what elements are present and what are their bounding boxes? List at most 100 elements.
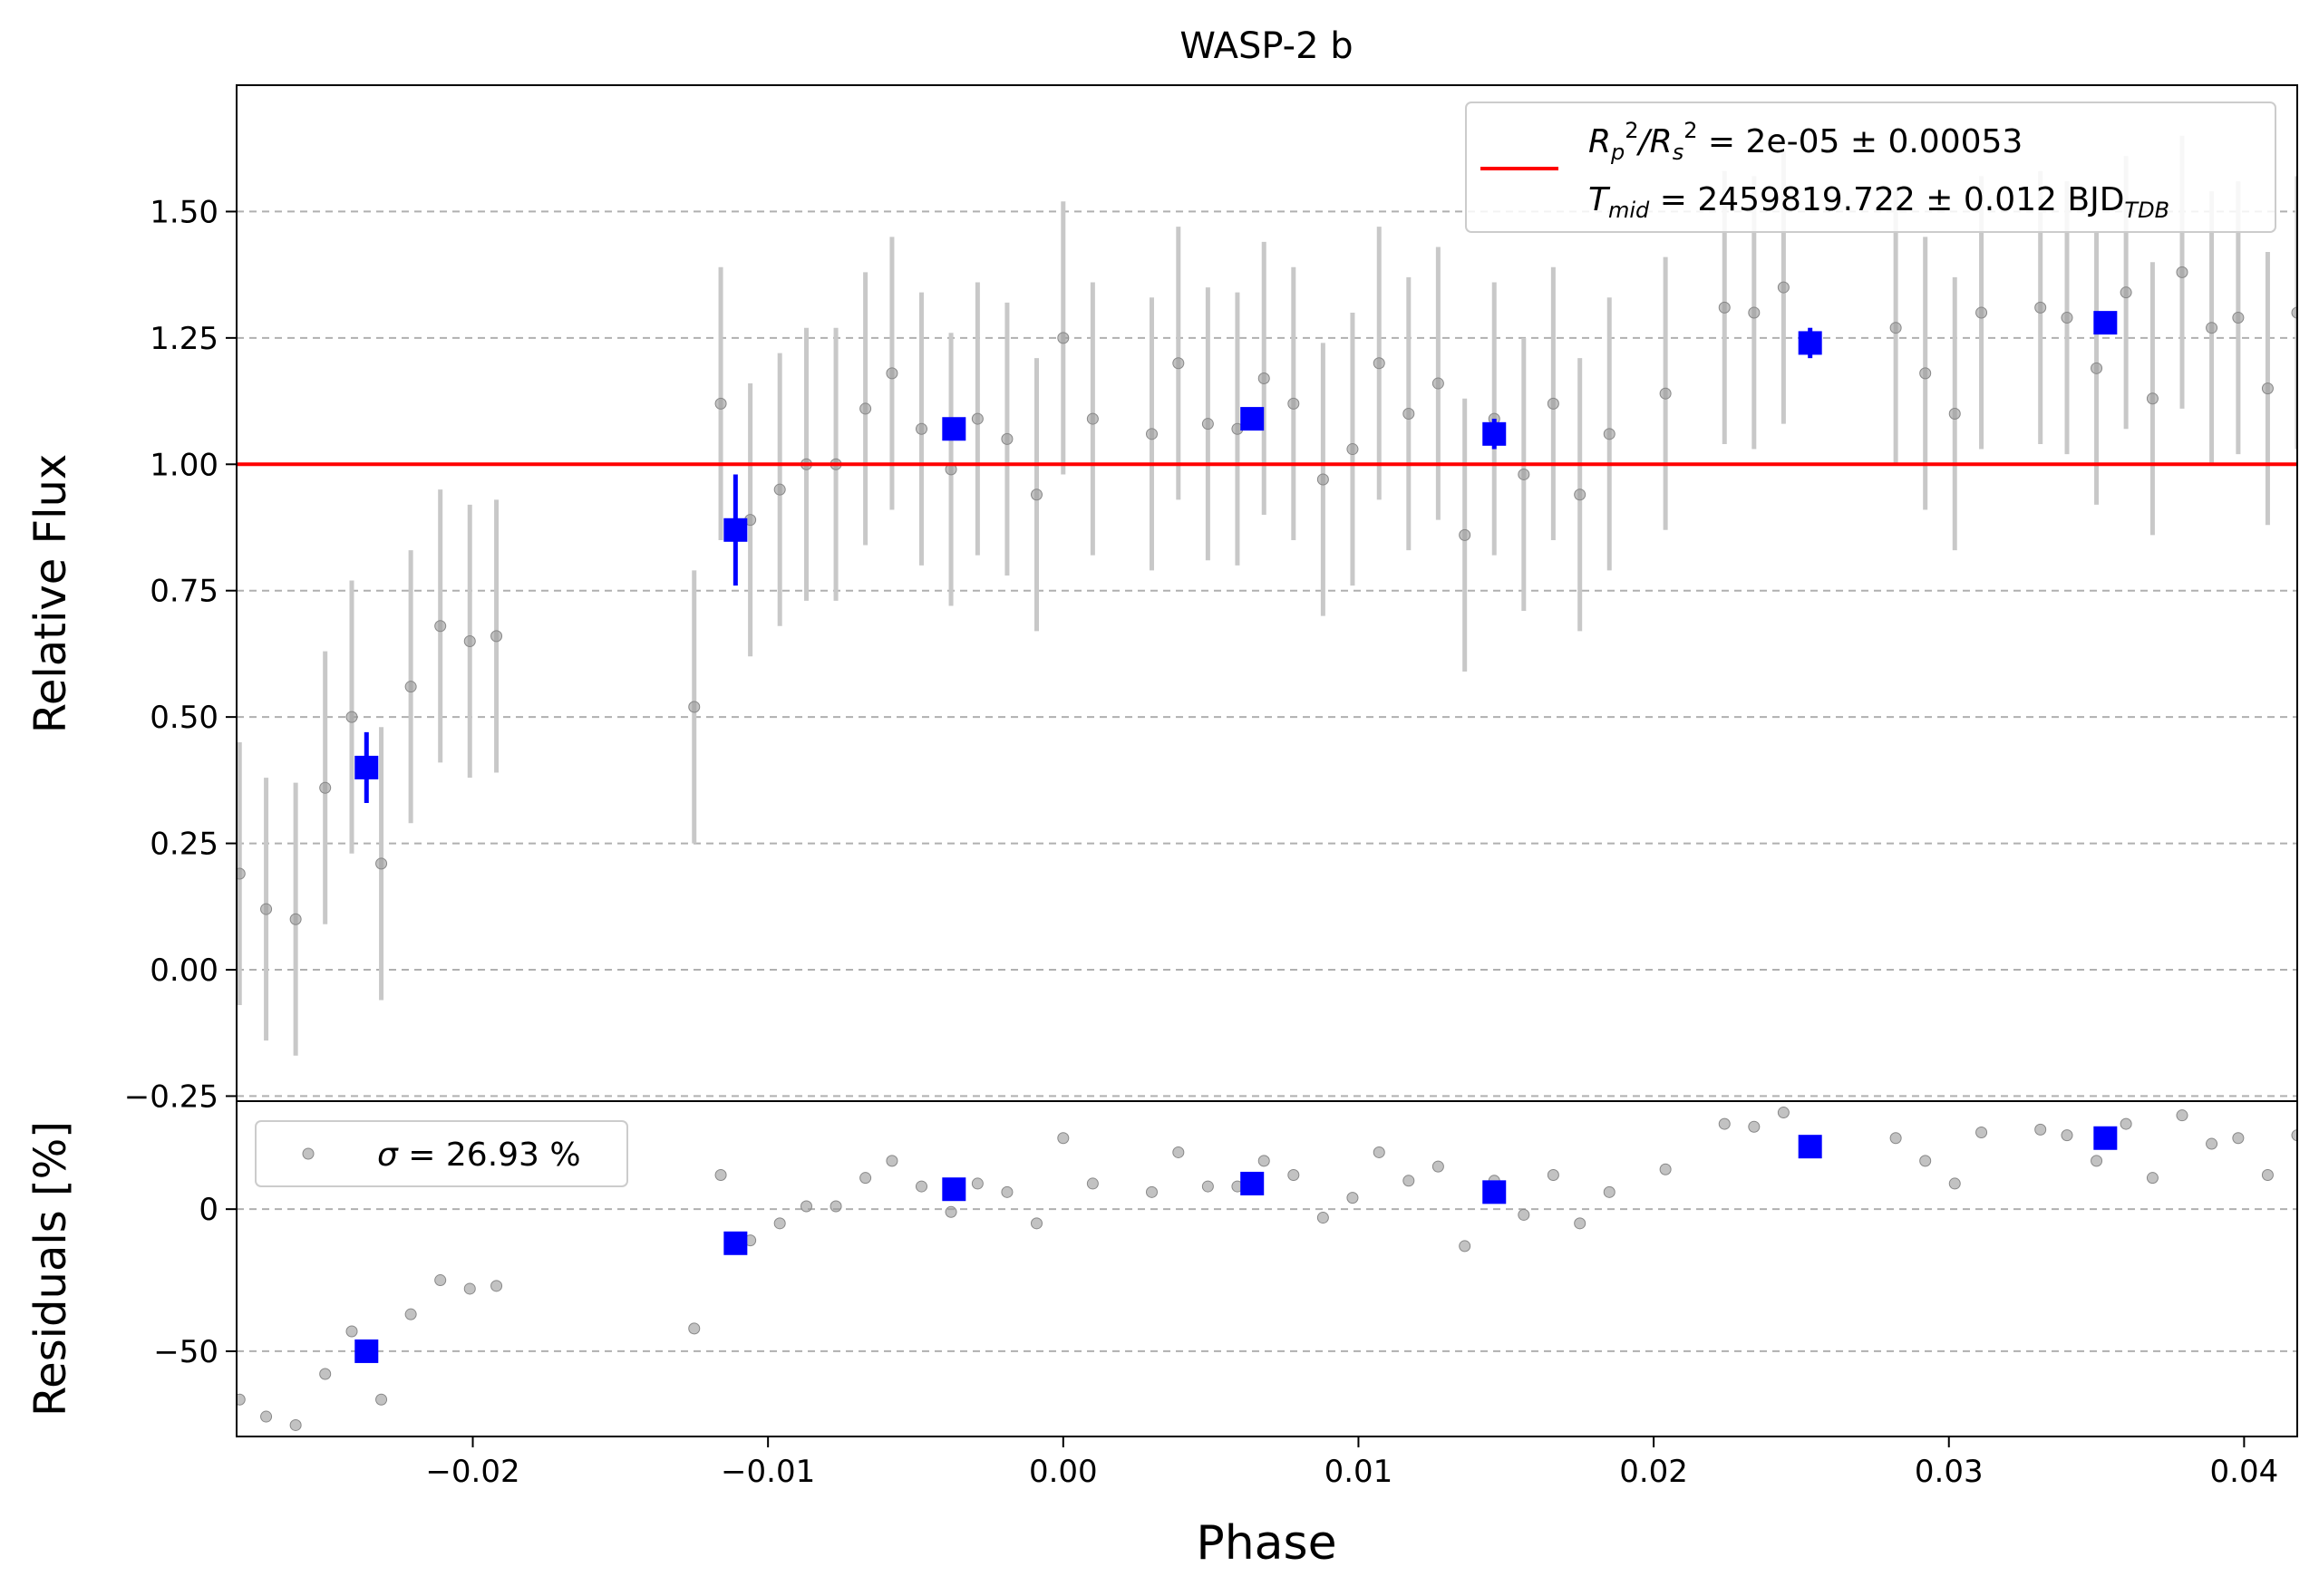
residuals-legend-marker bbox=[302, 1147, 315, 1160]
flux-legend-box bbox=[1465, 102, 2276, 233]
flux-data-point bbox=[886, 367, 898, 380]
flux-data-point bbox=[1316, 473, 1329, 486]
residual-point bbox=[375, 1393, 388, 1406]
flux-data-point bbox=[1373, 357, 1385, 370]
flux-data-point bbox=[375, 857, 388, 870]
flux-data-point bbox=[1001, 432, 1014, 445]
flux-data-point bbox=[1145, 428, 1158, 440]
x-tick-label: −0.01 bbox=[721, 1454, 815, 1490]
flux-data-point bbox=[1919, 367, 1932, 380]
residual-point bbox=[2206, 1137, 2218, 1150]
flux-data-point bbox=[1547, 397, 1559, 410]
flux-data-point bbox=[2091, 362, 2103, 374]
residual-point bbox=[1975, 1126, 1988, 1138]
residual-point bbox=[2034, 1123, 2047, 1136]
binned-flux-point bbox=[723, 517, 748, 542]
binned-flux-point bbox=[1240, 407, 1265, 431]
flux-data-point bbox=[237, 867, 246, 880]
residual-point bbox=[1547, 1169, 1559, 1182]
flux-data-point bbox=[463, 634, 476, 647]
flux-data-point bbox=[2206, 322, 2218, 334]
residual-point bbox=[1030, 1217, 1043, 1230]
residual-point bbox=[773, 1217, 786, 1230]
x-tick-label: 0.04 bbox=[2210, 1454, 2279, 1490]
residual-point bbox=[2091, 1155, 2103, 1167]
flux-data-point bbox=[688, 701, 701, 713]
residual-point bbox=[434, 1274, 447, 1287]
flux-data-point bbox=[319, 781, 332, 794]
residual-point bbox=[1001, 1185, 1014, 1198]
residual-point bbox=[1948, 1177, 1961, 1190]
residual-point bbox=[830, 1200, 842, 1213]
residual-point bbox=[404, 1308, 417, 1320]
x-tick-label: 0.01 bbox=[1324, 1454, 1393, 1490]
flux-data-point bbox=[404, 681, 417, 693]
flux-data-point bbox=[1948, 408, 1961, 421]
flux-data-point bbox=[1889, 322, 1902, 334]
residual-point bbox=[2291, 1129, 2297, 1142]
residual-point bbox=[1459, 1240, 1471, 1253]
residual-point bbox=[1145, 1185, 1158, 1198]
residual-point bbox=[714, 1169, 727, 1182]
flux-data-point bbox=[2146, 392, 2159, 405]
flux-panel: −0.25 0.00 0.25 0.50 0.75 1.00 1.25 1.50 Relati… bbox=[25, 84, 2298, 1115]
residual-point bbox=[2120, 1117, 2132, 1130]
binned-residual-point bbox=[354, 1339, 379, 1363]
binned-residual-point bbox=[1240, 1171, 1265, 1195]
flux-data-point bbox=[915, 422, 927, 435]
flux-y-tick-label: 1.00 bbox=[150, 447, 218, 483]
residual-point bbox=[2061, 1129, 2073, 1142]
flux-data-point bbox=[1201, 418, 1214, 430]
residual-point bbox=[1777, 1107, 1790, 1119]
residual-point bbox=[945, 1205, 957, 1218]
residual-point bbox=[886, 1155, 898, 1167]
flux-data-point bbox=[434, 620, 447, 633]
legend-radius-ratio-text: Rp2/Rs2 = 2e-05 ± 0.00053 bbox=[1588, 118, 2023, 165]
flux-y-tick-label: −0.25 bbox=[124, 1079, 218, 1115]
flux-data-point bbox=[2120, 286, 2132, 299]
x-tick-label: −0.02 bbox=[425, 1454, 519, 1490]
flux-data-point bbox=[2291, 306, 2297, 319]
x-tick-label: 0.00 bbox=[1029, 1454, 1098, 1490]
binned-residual-point bbox=[2093, 1126, 2118, 1150]
flux-data-point bbox=[1057, 332, 1070, 344]
flux-data-point bbox=[1086, 412, 1099, 425]
flux-data-point bbox=[1172, 357, 1185, 370]
residual-point bbox=[1431, 1160, 1444, 1173]
flux-data-point bbox=[490, 630, 503, 643]
flux-data-point bbox=[1748, 306, 1761, 319]
residual-point bbox=[1346, 1192, 1359, 1204]
binned-flux-point bbox=[354, 755, 379, 779]
flux-data-point bbox=[2176, 266, 2188, 278]
flux-data-point bbox=[2034, 301, 2047, 314]
flux-data-point bbox=[345, 711, 358, 723]
residual-point bbox=[2146, 1172, 2159, 1185]
residual-point bbox=[319, 1368, 332, 1380]
residual-point bbox=[1889, 1132, 1902, 1145]
residual-point bbox=[1402, 1175, 1415, 1187]
flux-data-point bbox=[1459, 528, 1471, 541]
residual-point bbox=[1201, 1180, 1214, 1193]
residual-point bbox=[1919, 1155, 1932, 1167]
residual-point bbox=[2176, 1109, 2188, 1122]
residuals-y-tick-label: −50 bbox=[153, 1334, 218, 1370]
residual-point bbox=[1659, 1163, 1672, 1175]
flux-data-point bbox=[1402, 408, 1415, 421]
residual-point bbox=[463, 1282, 476, 1295]
flux-y-tick-label: 0.75 bbox=[150, 574, 218, 610]
flux-data-point bbox=[289, 913, 302, 925]
binned-flux-point bbox=[1482, 421, 1507, 446]
residual-point bbox=[800, 1200, 812, 1213]
flux-data-point bbox=[859, 402, 872, 415]
flux-y-tick-label: 0.00 bbox=[150, 953, 218, 989]
flux-legend: Rp2/Rs2 = 2e-05 ± 0.00053 Tmid = 2459819… bbox=[1465, 102, 2276, 233]
x-axis-label: Phase bbox=[1196, 1516, 1336, 1571]
residuals-y-ticks: −50 0 bbox=[153, 1192, 237, 1370]
x-tick-label: 0.03 bbox=[1915, 1454, 1984, 1490]
residual-point bbox=[490, 1280, 503, 1292]
residual-point bbox=[1748, 1120, 1761, 1133]
residuals-y-axis-label: Residuals [%] bbox=[25, 1121, 76, 1417]
residual-point bbox=[237, 1393, 246, 1406]
residual-point bbox=[1172, 1146, 1185, 1158]
residual-point bbox=[1086, 1177, 1099, 1190]
